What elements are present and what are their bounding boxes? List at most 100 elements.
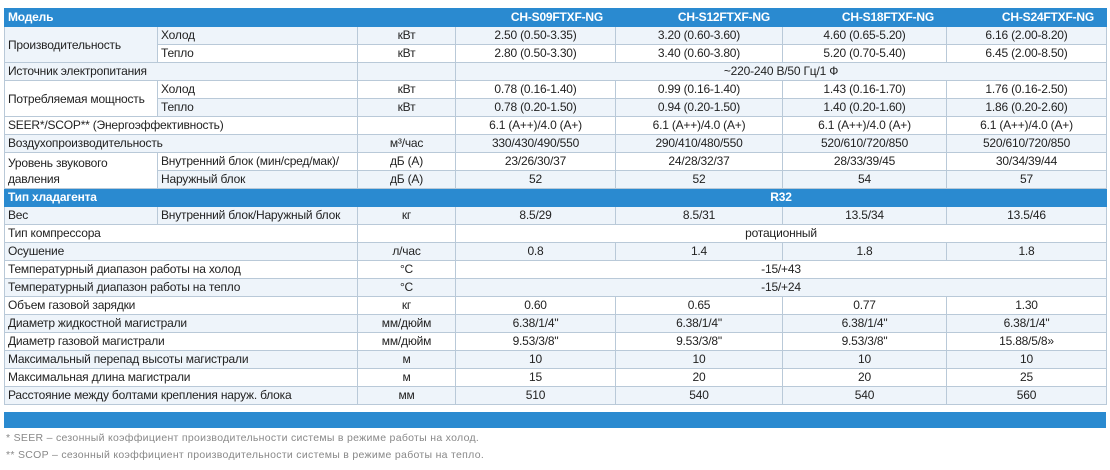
value-cell: 52 (455, 170, 616, 189)
unit: мм/дюйм (357, 332, 456, 351)
table-row: Модель CH-S09FTXF-NG CH-S12FTXF-NG CH-S18FT… (4, 8, 1107, 27)
table-row: Источник электропитания ~220-240 В/50 Гц/… (4, 62, 1107, 81)
row-label: SEER*/SCOP** (Энергоэффективность) (4, 116, 358, 135)
value-cell: 52 (615, 170, 783, 189)
value-cell: 15.88/5/8» (946, 332, 1107, 351)
row-label: Диаметр газовой магистрали (4, 332, 358, 351)
row-label: Максимальный перепад высоты магистрали (4, 350, 358, 369)
unit: м³/час (357, 134, 456, 153)
table-row: Осушение л/час 0.8 1.4 1.8 1.8 (4, 242, 1107, 261)
unit (357, 62, 456, 81)
table-row: Тепло кВт 0.78 (0.20-1.50) 0.94 (0.20-1.50)… (5, 98, 1107, 117)
table-row: Наружный блок дБ (А) 52 52 54 57 (5, 170, 1107, 189)
unit (357, 116, 456, 135)
table-row: Объем газовой зарядки кг 0.60 0.65 0.77 1.30 (4, 296, 1107, 315)
value-cell: 1.8 (946, 242, 1107, 261)
value-cell: 330/430/490/550 (455, 134, 616, 153)
value-cell: 0.78 (0.16-1.40) (455, 80, 616, 99)
value-cell: ~220-240 В/50 Гц/1 Ф (455, 62, 1107, 81)
value-cell: 6.38/1/4" (782, 314, 947, 333)
row-label: Тип компрессора (4, 224, 358, 243)
value-cell: 6.1 (A++)/4.0 (A+) (946, 116, 1107, 135)
value-cell: 510 (455, 386, 616, 405)
value-cell: 540 (615, 386, 783, 405)
footer-bar (4, 412, 1106, 428)
table-row: Максимальный перепад высоты магистрали м 1… (4, 350, 1107, 369)
row-label: Осушение (4, 242, 358, 261)
row-label: Вес (4, 206, 158, 225)
unit (357, 224, 456, 243)
value-cell: 10 (782, 350, 947, 369)
unit: кг (357, 296, 456, 315)
row-label: Диаметр жидкостной магистрали (4, 314, 358, 333)
unit: м (357, 350, 456, 369)
value-cell: 2.50 (0.50-3.35) (455, 26, 616, 45)
value-cell: 1.86 (0.20-2.60) (946, 98, 1107, 117)
value-cell: 5.20 (0.70-5.40) (782, 44, 947, 63)
header-label: Модель (4, 8, 456, 27)
value-cell: 8.5/29 (455, 206, 616, 225)
value-cell: 10 (615, 350, 783, 369)
table-row: Тип компрессора ротационный (4, 224, 1107, 243)
unit: м (357, 368, 456, 387)
value-cell: 1.40 (0.20-1.60) (782, 98, 947, 117)
value-cell: 6.1 (A++)/4.0 (A+) (615, 116, 783, 135)
value-cell: 1.8 (782, 242, 947, 261)
row-label: Объем газовой зарядки (4, 296, 358, 315)
value-cell: 6.38/1/4" (615, 314, 783, 333)
value-cell: 20 (615, 368, 783, 387)
model-name: CH-S18FTXF-NG (782, 8, 947, 27)
row-label: Уровень звукового давления (4, 152, 158, 189)
unit: л/час (357, 242, 456, 261)
row-label: Температурный диапазон работы на холод (4, 260, 358, 279)
table-row: Вес Внутренний блок/Наружный блок кг 8.5/29… (4, 206, 1107, 225)
row-label: Производительность (4, 26, 158, 63)
table-row: SEER*/SCOP** (Энергоэффективность) 6.1 (A… (4, 116, 1107, 135)
unit: дБ (А) (357, 152, 456, 171)
table-row: Диаметр газовой магистрали мм/дюйм 9.53/3/… (4, 332, 1107, 351)
row-label: Максимальная длина магистрали (4, 368, 358, 387)
value-cell: 520/610/720/850 (782, 134, 947, 153)
value-cell: 0.77 (782, 296, 947, 315)
value-cell: 6.16 (2.00-8.20) (946, 26, 1107, 45)
table-row: Воздухопроизводительность м³/час 330/430/4… (4, 134, 1107, 153)
table-row: Потребляемая мощность Холод кВт 0.78 (0.16-… (4, 80, 1107, 117)
sub-label: Тепло (157, 98, 358, 117)
table-row: Диаметр жидкостной магистрали мм/дюйм 6.38… (4, 314, 1107, 333)
value-cell: 23/26/30/37 (455, 152, 616, 171)
value-cell: 9.53/3/8" (615, 332, 783, 351)
section-value: R32 (455, 188, 1107, 207)
value-cell: 3.40 (0.60-3.80) (615, 44, 783, 63)
unit: кг (357, 206, 456, 225)
value-cell: 1.76 (0.16-2.50) (946, 80, 1107, 99)
unit: кВт (357, 26, 456, 45)
value-cell: 0.99 (0.16-1.40) (615, 80, 783, 99)
unit: мм/дюйм (357, 314, 456, 333)
table-row: Тепло кВт 2.80 (0.50-3.30) 3.40 (0.60-3.80)… (5, 44, 1107, 63)
unit: °C (357, 278, 456, 297)
value-cell: 24/28/32/37 (615, 152, 783, 171)
value-cell: ротационный (455, 224, 1107, 243)
value-cell: 1.43 (0.16-1.70) (782, 80, 947, 99)
value-cell: 30/34/39/44 (946, 152, 1107, 171)
sub-label: Холод (157, 80, 358, 99)
value-cell: 1.4 (615, 242, 783, 261)
value-cell: 20 (782, 368, 947, 387)
value-cell: 540 (782, 386, 947, 405)
table-row: Производительность Холод кВт 2.50 (0.50-3.3… (4, 26, 1107, 63)
value-cell: -15/+24 (455, 278, 1107, 297)
value-cell: 6.38/1/4" (455, 314, 616, 333)
sub-label: Холод (157, 26, 358, 45)
value-cell: 9.53/3/8" (782, 332, 947, 351)
value-cell: 10 (946, 350, 1107, 369)
value-cell: 15 (455, 368, 616, 387)
sub-label: Наружный блок (157, 170, 358, 189)
value-cell: 6.38/1/4" (946, 314, 1107, 333)
model-name: CH-S24FTXF-NG (946, 8, 1107, 27)
value-cell: 520/610/720/850 (946, 134, 1107, 153)
table-row: Температурный диапазон работы на холод °C… (4, 260, 1107, 279)
value-cell: 25 (946, 368, 1107, 387)
row-label: Воздухопроизводительность (4, 134, 358, 153)
value-cell: 6.1 (A++)/4.0 (A+) (782, 116, 947, 135)
